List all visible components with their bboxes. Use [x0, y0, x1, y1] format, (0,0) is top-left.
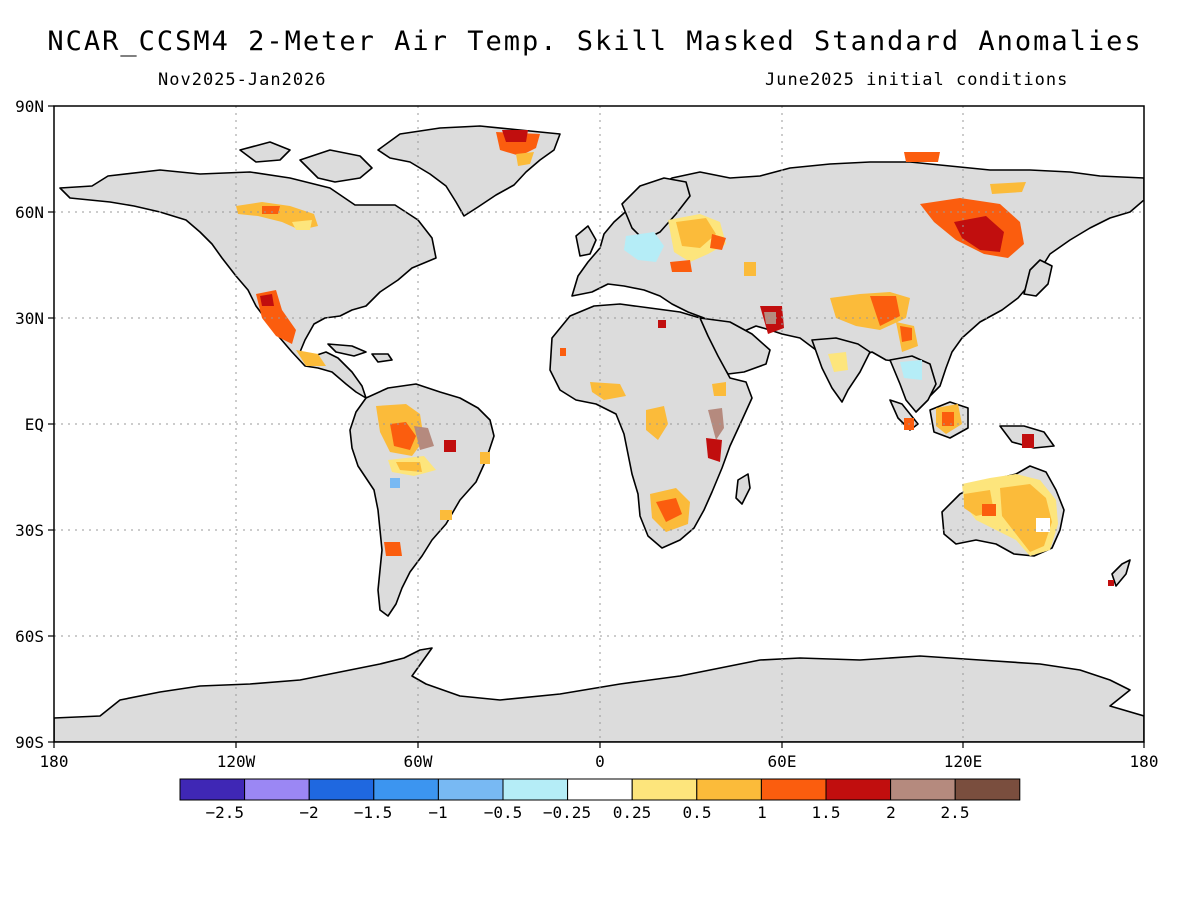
colorbar-label: 0.5: [683, 803, 712, 822]
lon-label: 120E: [944, 752, 983, 771]
colorbar-swatch: [244, 778, 310, 801]
lon-label: 60E: [768, 752, 797, 771]
lon-label: 180: [40, 752, 69, 771]
initial-conditions: June2025 initial conditions: [765, 70, 1069, 90]
lon-labels: 180 120W 60W 0 60E 120E 180: [40, 752, 1159, 771]
colorbar-swatch: [308, 778, 375, 801]
scandinavia: [621, 177, 691, 241]
lat-label: 90S: [15, 733, 44, 752]
caribbean-islands: [327, 343, 367, 357]
colorbar: [179, 778, 1021, 801]
map-title: NCAR_CCSM4 2-Meter Air Temp. Skill Maske…: [47, 26, 1143, 57]
colorbar-swatch: [825, 778, 892, 801]
grid-lines: [54, 106, 1144, 742]
colorbar-label: −0.25: [543, 803, 591, 822]
lat-label: 60S: [15, 627, 44, 646]
colorbar-label: −1.5: [354, 803, 393, 822]
anomaly-africa: [590, 382, 626, 400]
colorbar-label: 1: [757, 803, 767, 822]
lat-label: 30S: [15, 521, 44, 540]
axis-ticks: [48, 105, 1145, 748]
colorbar-swatch: [437, 778, 504, 801]
japan: [1023, 259, 1053, 297]
colorbar-swatch: [373, 778, 439, 801]
colorbar-swatch: [502, 778, 569, 801]
colorbar-label: 1.5: [812, 803, 841, 822]
anomaly-shading: [236, 130, 1114, 586]
colorbar-swatch: [696, 778, 762, 801]
anomaly-europe: [624, 232, 664, 262]
lon-label: 120W: [217, 752, 256, 771]
colorbar-label: −2.5: [205, 803, 244, 822]
lat-label: 90N: [15, 97, 44, 116]
colorbar-label: 0.25: [613, 803, 652, 822]
north-america: [59, 169, 437, 399]
madagascar: [735, 473, 751, 505]
arctic-islands: [299, 149, 373, 183]
colorbar-label: 2: [886, 803, 896, 822]
lon-label: 0: [595, 752, 605, 771]
british-isles: [575, 225, 597, 257]
colorbar-labels: −2.5 −2 −1.5 −1 −0.5 −0.25 0.25 0.5 1 1.…: [205, 803, 969, 822]
colorbar-swatch: [954, 778, 1021, 801]
map-body: [54, 106, 1144, 742]
colorbar-swatch: [760, 778, 827, 801]
colorbar-label: −0.5: [484, 803, 523, 822]
colorbar-label: −1: [428, 803, 447, 822]
colorbar-swatch: [631, 778, 698, 801]
lat-label: 60N: [15, 203, 44, 222]
lat-label: EQ: [25, 415, 44, 434]
colorbar-label: 2.5: [941, 803, 970, 822]
forecast-period: Nov2025-Jan2026: [158, 70, 327, 90]
south-america: [349, 383, 495, 617]
new-zealand: [1111, 559, 1131, 587]
lat-label: 30N: [15, 309, 44, 328]
colorbar-swatch: [890, 778, 956, 801]
indochina: [889, 355, 937, 413]
colorbar-label: −2: [299, 803, 318, 822]
lat-labels: 90N 60N 30N EQ 30S 60S 90S: [15, 97, 44, 752]
lon-label: 60W: [404, 752, 433, 771]
antarctica: [54, 647, 1144, 742]
colorbar-swatch: [567, 778, 633, 801]
lon-label: 180: [1130, 752, 1159, 771]
colorbar-swatch: [179, 778, 246, 801]
